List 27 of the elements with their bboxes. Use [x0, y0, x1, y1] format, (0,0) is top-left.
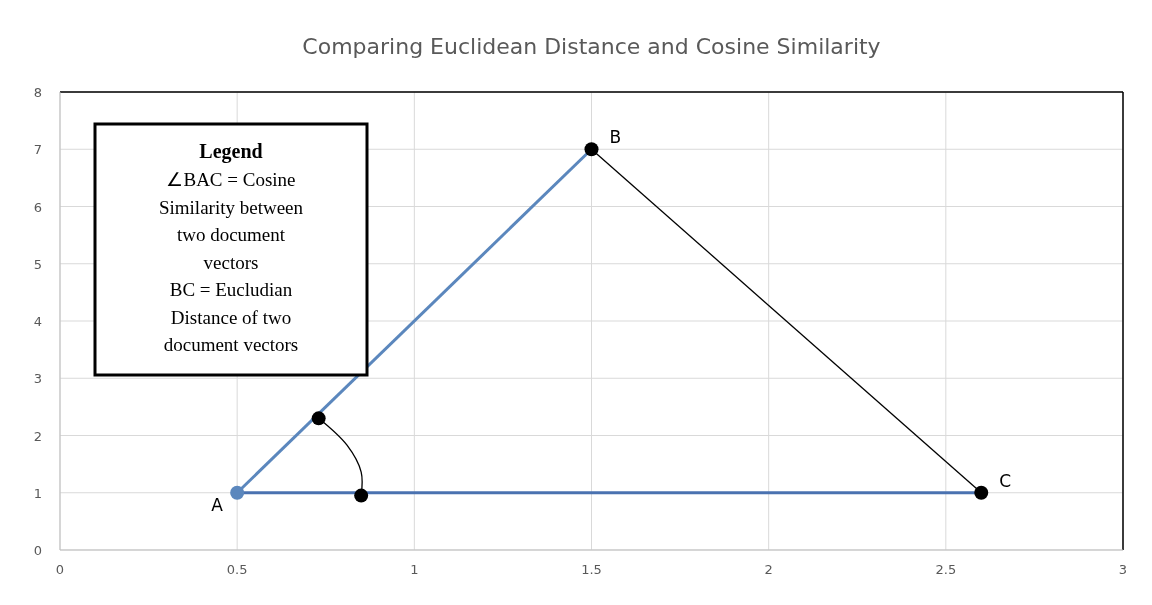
y-tick-label: 3 — [33, 371, 42, 387]
point — [354, 488, 369, 503]
x-tick-label: 2.5 — [935, 562, 957, 577]
y-tick-label: 0 — [33, 543, 42, 558]
point — [311, 411, 326, 426]
annotation: C — [999, 470, 1012, 491]
y-tick-label: 4 — [33, 314, 42, 329]
point — [584, 142, 599, 157]
y-tick-label: 1 — [33, 485, 42, 501]
annotation: A — [211, 494, 224, 515]
x-tick-label: 1 — [410, 562, 419, 577]
annotation: B — [609, 127, 622, 148]
annotation: ∠BAC = Cosine Similarity between two document vectors BC = Eucludian Distance of two document vectors — [158, 169, 304, 355]
x-tick-label: 0.5 — [226, 562, 248, 577]
chart-title: Comparing Euclidean Distance and Cosine Similarity — [302, 34, 881, 59]
x-tick-label: 3 — [1118, 562, 1128, 577]
y-tick-label: 7 — [33, 142, 42, 158]
y-tick-label: 6 — [33, 199, 42, 215]
point — [230, 485, 245, 500]
x-tick-label: 0 — [55, 562, 65, 577]
y-tick-label: 5 — [33, 256, 42, 272]
x-tick-label: 1.5 — [581, 562, 602, 577]
point — [974, 485, 989, 500]
annotation: Legend — [199, 140, 263, 163]
y-tick-label: 2 — [33, 428, 42, 444]
x-tick-label: 2 — [764, 562, 773, 577]
y-tick-label: 8 — [33, 85, 42, 100]
